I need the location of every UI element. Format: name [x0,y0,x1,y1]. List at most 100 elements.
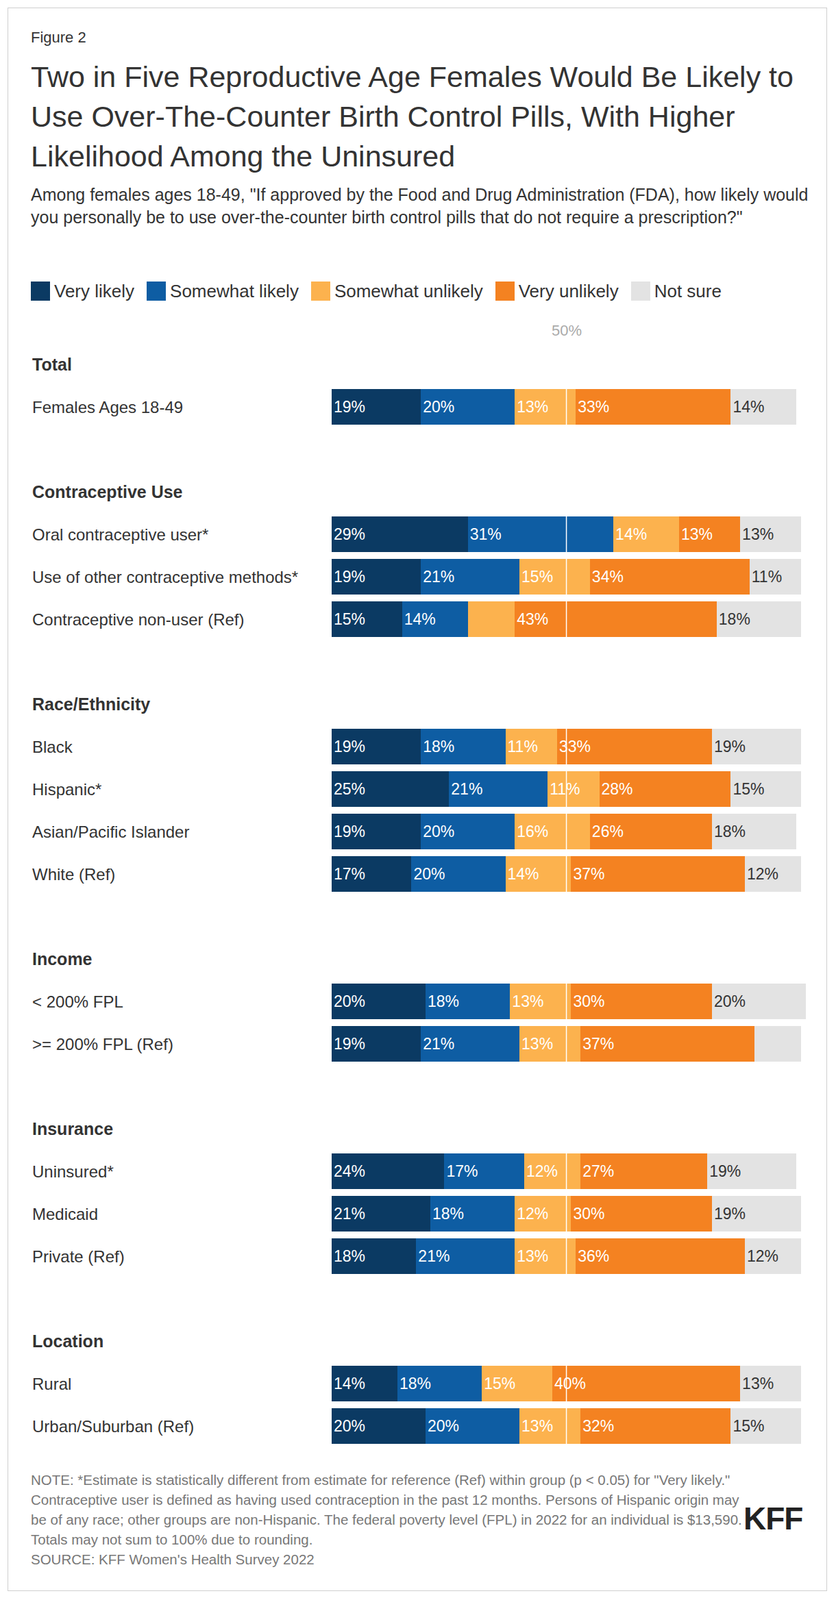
html-text:Two in Five Reproductive Age F: Two in Five Reproductive Age Females Wou… [30,60,794,173]
svg-text:Black: Black [32,738,74,757]
svg-text:20%: 20% [333,992,366,1011]
svg-text:14%: 14% [732,398,765,416]
svg-text:37%: 37% [582,1035,614,1054]
svg-text:21%: 21% [418,1247,450,1266]
svg-text:30%: 30% [572,992,605,1011]
svg-text:21%: 21% [422,568,455,586]
svg-text:13%: 13% [681,525,713,544]
svg-text:19%: 19% [333,822,366,841]
svg-text:17%: 17% [446,1162,478,1181]
svg-text:21%: 21% [450,780,483,799]
svg-text:Uninsured*: Uninsured* [32,1162,114,1182]
svg-text:19%: 19% [333,1035,366,1054]
svg-text:12%: 12% [526,1162,558,1181]
svg-text:Rural: Rural [32,1375,72,1394]
svg-text:11%: 11% [549,780,580,799]
svg-text:Use of other contraceptive met: Use of other contraceptive methods* [32,568,299,587]
svg-text:26%: 26% [592,822,624,841]
svg-text:18%: 18% [432,1205,464,1224]
svg-text:21%: 21% [422,1035,455,1054]
html-text:KFF: KFF [743,1501,803,1538]
svg-text:13%: 13% [511,992,544,1011]
svg-text:20%: 20% [333,1417,366,1436]
svg-text:19%: 19% [333,398,366,416]
svg-text:Females Ages 18-49: Females Ages 18-49 [32,398,183,417]
svg-text:14%: 14% [404,610,436,629]
svg-text:43%: 43% [516,610,549,629]
svg-text:20%: 20% [413,865,445,884]
svg-text:15%: 15% [483,1375,516,1394]
svg-text:>= 200% FPL (Ref): >= 200% FPL (Ref) [32,1035,174,1054]
svg-text:13%: 13% [521,1417,553,1436]
svg-text:17%: 17% [333,865,366,884]
svg-text:Insurance: Insurance [32,1119,114,1139]
svg-text:31%: 31% [470,525,502,544]
svg-text:12%: 12% [746,865,779,884]
svg-text:21%: 21% [333,1205,366,1224]
svg-text:19%: 19% [333,738,366,756]
svg-text:Income: Income [32,949,93,969]
svg-text:36%: 36% [577,1247,610,1266]
svg-text:12%: 12% [746,1247,779,1266]
svg-text:Contraceptive Use: Contraceptive Use [32,482,183,502]
svg-text:37%: 37% [572,865,605,884]
svg-text:11%: 11% [507,738,538,756]
svg-text:Medicaid: Medicaid [32,1205,98,1224]
svg-text:15%: 15% [732,780,765,799]
svg-text:13%: 13% [521,1035,553,1054]
svg-text:< 200% FPL: < 200% FPL [32,992,124,1012]
svg-text:19%: 19% [714,1205,746,1224]
svg-text:50%: 50% [551,322,582,340]
svg-text:16%: 16% [516,822,549,841]
svg-text:18%: 18% [333,1247,366,1266]
svg-text:Asian/Pacific Islander: Asian/Pacific Islander [32,822,190,842]
svg-text:14%: 14% [333,1375,366,1394]
svg-text:40%: 40% [554,1375,586,1394]
svg-text:33%: 33% [577,398,610,416]
svg-text:18%: 18% [422,738,455,756]
svg-text:Location: Location [32,1332,104,1352]
svg-text:34%: 34% [592,568,624,586]
svg-text:Urban/Suburban (Ref): Urban/Suburban (Ref) [32,1417,194,1437]
svg-text:Oral contraceptive user*: Oral contraceptive user* [32,525,209,545]
svg-text:12%: 12% [516,1205,549,1224]
svg-text:20%: 20% [422,822,455,841]
svg-text:19%: 19% [333,568,366,586]
svg-text:White (Ref): White (Ref) [32,865,116,884]
svg-text:13%: 13% [742,525,774,544]
svg-text:15%: 15% [732,1417,765,1436]
svg-text:14%: 14% [507,865,540,884]
html-text:Among females ages 18-49, "If: Among females ages 18-49, "If approved b… [30,185,809,227]
svg-text:15%: 15% [521,568,553,586]
svg-text:13%: 13% [516,1247,549,1266]
svg-text:Private (Ref): Private (Ref) [32,1247,125,1267]
svg-text:14%: 14% [615,525,647,544]
svg-text:18%: 18% [714,822,746,841]
svg-text:20%: 20% [427,1417,460,1436]
svg-text:Total: Total [32,354,72,375]
svg-text:20%: 20% [422,398,455,416]
svg-text:20%: 20% [714,992,746,1011]
svg-text:19%: 19% [709,1162,741,1181]
svg-text:29%: 29% [333,525,366,544]
html-text:Very likely: Very likely [54,280,135,302]
svg-text:18%: 18% [718,610,751,629]
svg-text:28%: 28% [601,780,634,799]
svg-text:15%: 15% [333,610,366,629]
svg-text:Race/Ethnicity: Race/Ethnicity [32,694,151,715]
svg-text:32%: 32% [582,1417,614,1436]
svg-text:Hispanic*: Hispanic* [32,780,102,799]
svg-text:13%: 13% [516,398,549,416]
svg-text:24%: 24% [333,1162,366,1181]
svg-text:18%: 18% [427,992,460,1011]
svg-text:19%: 19% [714,738,746,756]
svg-text:13%: 13% [742,1375,774,1394]
svg-text:25%: 25% [333,780,366,799]
svg-text:27%: 27% [582,1162,614,1181]
svg-text:30%: 30% [572,1205,605,1224]
html-text:NOTE: *Estimate is statistical: NOTE: *Estimate is statistically differe… [30,1472,742,1548]
svg-text:Contraceptive non-user (Ref): Contraceptive non-user (Ref) [32,610,244,630]
svg-text:18%: 18% [399,1375,432,1394]
svg-text:33%: 33% [559,738,591,756]
svg-text:11%: 11% [751,568,782,586]
